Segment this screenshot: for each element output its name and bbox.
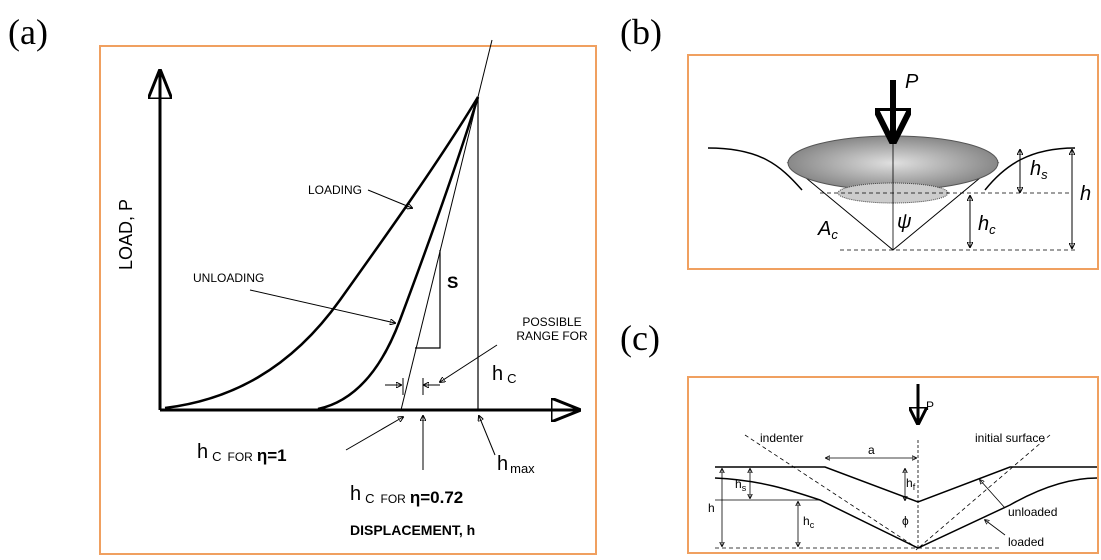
loaded-profile [714,477,1098,549]
y-axis-title: LOAD, P [116,199,136,270]
annotation: a [868,443,875,457]
arrow [985,520,1006,536]
annotation: Ac [817,218,838,242]
annotation: UNLOADING [193,271,264,285]
panel-label: (c) [620,318,660,358]
annotation: S [447,273,458,292]
annotation: loaded [1008,535,1044,549]
annotation: hc [803,514,815,530]
annotation: hs [1030,158,1048,182]
arrow [367,189,412,208]
arrow [479,416,496,456]
annotation: LOADING [308,183,362,197]
annotation: unloaded [1008,505,1057,519]
indenter-edge [915,434,1051,551]
annotation: initial surface [975,431,1045,445]
annotation: h C FOR η=1 [197,441,287,465]
arrow [345,417,403,451]
annotation: ψ [897,211,912,233]
unloading-curve [317,96,480,411]
annotation: indenter [760,431,803,445]
annotation: POSSIBLE [522,315,581,329]
annotation: hs [735,477,747,493]
panel-b: (b) P hs h hc Ac ψ [620,12,1099,270]
x-axis-title: DISPLACEMENT, h [350,522,475,538]
arrow [440,344,498,382]
panel-frame [687,54,1099,270]
annotation: h [708,501,715,515]
panel-label: (a) [8,12,48,52]
annotation: ϕ [902,514,909,528]
loading-curve [164,96,480,410]
panel-frame [99,45,597,555]
panel-c: (c) P indenter a initial surface hf hs h… [620,318,1099,554]
panel-frame [687,376,1099,554]
annotation: h [1080,183,1091,205]
panel-label: (b) [620,12,662,52]
arrow [980,480,1006,509]
annotation: P [926,399,934,413]
arrow [249,289,395,323]
annotation: h C FOR η=0.72 [350,483,463,507]
slope-triangle [415,250,441,349]
panel-a: (a) LOAD, P LOADING UNLOADING S POSSIBLE… [8,12,597,555]
annotation: h max [497,453,535,476]
annotation: hf [906,476,916,492]
annotation: RANGE FOR [516,329,588,343]
annotation: P [905,71,919,93]
annotation: hc [978,213,996,237]
